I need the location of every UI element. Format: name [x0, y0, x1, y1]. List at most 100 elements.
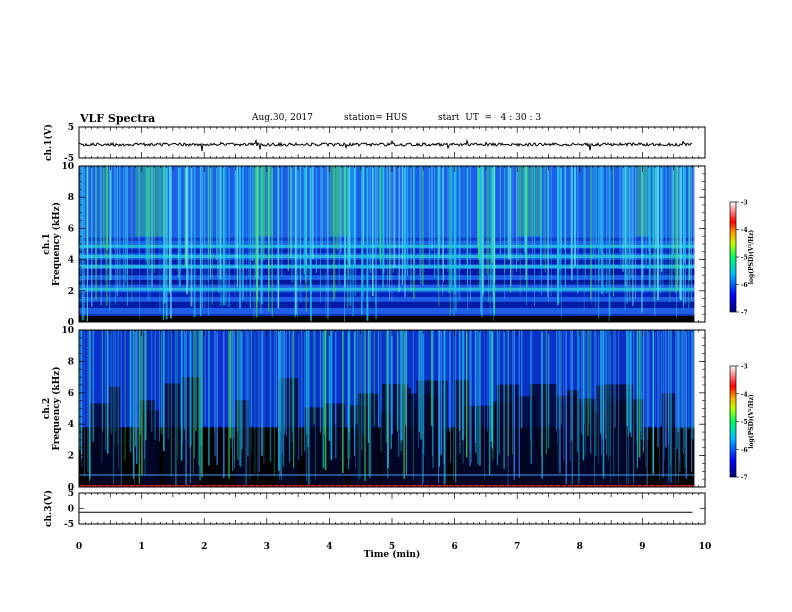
- spectrogram-1-streak: [297, 166, 299, 264]
- spectrogram-1-streak: [543, 166, 545, 261]
- spectrogram-1-streak: [619, 166, 621, 253]
- ch3-waveform-y-tick-label: 5: [68, 489, 74, 499]
- spectrogram-2-streak: [239, 330, 241, 466]
- spectrogram-1-streak: [312, 166, 314, 260]
- spectrogram-1-streak: [393, 166, 396, 268]
- spectrogram-1-streak: [490, 166, 493, 287]
- spectrogram-1-y-label-channel: ch.1: [42, 233, 52, 254]
- spectrogram-1-streak: [489, 166, 491, 315]
- spectrogram-1-streak: [428, 166, 431, 267]
- spectrogram-1-streak: [450, 166, 453, 288]
- spectrogram-2-streak: [453, 330, 454, 480]
- spectrogram-1-streak: [564, 166, 566, 250]
- spectrogram-1-streak: [590, 166, 592, 300]
- spectrogram-1-streak: [287, 166, 289, 272]
- spectrogram-1-green-patch: [329, 166, 349, 237]
- spectrogram-1-colorbar-tick-label: -5: [741, 255, 748, 262]
- spectrogram-1-streak: [440, 166, 442, 246]
- spectrogram-2-colorbar-tick-label: -3: [741, 364, 748, 371]
- spectrogram-1-streak: [139, 166, 141, 320]
- spectrogram-1-colorbar-label: log(PSD)(V²/Hz): [748, 230, 755, 285]
- spectrogram-2-streak: [355, 330, 356, 469]
- ch3-waveform-y-tick-label: 0: [68, 505, 74, 515]
- ch1-waveform-line: [78, 138, 693, 152]
- spectrogram-2-streak: [167, 330, 169, 440]
- spectrogram-2-streak: [581, 330, 583, 435]
- spectrogram-1-streak: [652, 166, 654, 247]
- spectrogram-1-streak: [257, 166, 259, 279]
- spectrogram-1-streak: [691, 166, 692, 302]
- spectrogram-1-streak: [333, 166, 334, 302]
- spectrogram-2-streak: [676, 330, 679, 450]
- spectrogram-1-streak: [583, 166, 586, 247]
- spectrogram-1-streak: [674, 166, 676, 293]
- spectrogram-2-streak: [132, 330, 134, 479]
- spectrogram-1-streak: [249, 166, 251, 308]
- spectrogram-1-streak: [463, 166, 465, 259]
- spectrogram-1-streak: [595, 166, 597, 245]
- spectrogram-2-streak: [324, 330, 327, 471]
- spectrogram-2-streak: [657, 330, 659, 448]
- spectrogram-2-streak: [469, 330, 471, 467]
- spectrogram-2-streak: [401, 330, 403, 460]
- spectrogram-2-streak: [322, 330, 325, 468]
- spectrogram-1-streak: [455, 166, 457, 246]
- spectrogram-1-streak: [671, 166, 673, 291]
- spectrogram-2-streak: [114, 330, 116, 445]
- spectrogram-1-streak: [201, 166, 204, 308]
- spectrogram-2-y-label-channel: ch.2: [42, 398, 52, 419]
- spectrogram-2-streak: [645, 330, 647, 467]
- spectrogram-1-streak: [168, 166, 170, 294]
- spectrogram-1-streak: [492, 166, 495, 303]
- spectrogram-1-streak: [512, 166, 514, 277]
- spectrogram-2-streak: [195, 330, 197, 432]
- spectrogram-2-streak: [232, 330, 234, 472]
- spectrogram-2-colorbar-tick-label: -4: [741, 391, 748, 398]
- spectrogram-1-streak: [248, 166, 250, 278]
- spectrogram-2-streak: [319, 330, 321, 433]
- spectrogram-2-streak: [101, 330, 103, 463]
- spectrogram-1-streak: [591, 166, 593, 305]
- spectrogram-1-streak: [442, 166, 444, 296]
- spectrogram-1-band: [79, 268, 695, 276]
- spectrogram-2-streak: [185, 330, 187, 439]
- spectrogram-1-streak: [401, 166, 404, 285]
- spectrogram-1-streak: [131, 166, 133, 303]
- spectrogram-1-streak: [389, 166, 392, 281]
- x-tick-label: 10: [699, 542, 712, 552]
- spectrogram-1-streak: [219, 166, 221, 246]
- spectrogram-1-streak: [95, 166, 97, 300]
- spectrogram-2-streak: [636, 330, 638, 456]
- spectrogram-1-streak: [630, 166, 632, 278]
- spectrogram-1-streak: [354, 166, 357, 249]
- spectrogram-1-streak: [631, 166, 634, 307]
- spectrogram-2-streak: [330, 330, 333, 460]
- spectrogram-1-band: [79, 292, 695, 298]
- spectrogram-2-streak: [304, 330, 306, 452]
- spectrogram-1-streak: [655, 166, 657, 250]
- spectrogram-1-streak: [190, 166, 193, 307]
- spectrogram-2-streak: [600, 330, 602, 456]
- spectrogram-1-streak: [126, 166, 128, 306]
- spectrogram-1-streak: [628, 166, 630, 280]
- spectrogram-2-streak: [84, 330, 86, 478]
- spectrogram-1-green-patch: [517, 166, 543, 237]
- start-time-label: start UT = 4 : 30 : 3: [438, 113, 542, 123]
- spectrogram-1-low-band: [79, 316, 695, 322]
- spectrogram-1-streak: [299, 166, 302, 283]
- spectrogram-1-streak: [503, 166, 506, 273]
- spectrogram-2-streak: [175, 330, 177, 487]
- spectrogram-2-streak: [367, 330, 370, 443]
- spectrogram-2-streak: [284, 330, 286, 430]
- spectrogram-2-streak: [198, 330, 200, 466]
- spectrogram-1-streak: [437, 166, 439, 287]
- spectrogram-2-streak: [138, 330, 141, 485]
- spectrogram-1-streak: [98, 166, 100, 254]
- spectrogram-1-streak: [271, 166, 273, 317]
- spectrogram-1-streak: [343, 166, 346, 288]
- spectrogram-2-streak: [547, 330, 550, 449]
- spectrogram-1-streak: [648, 166, 651, 288]
- spectrogram-1-streak: [491, 166, 493, 264]
- spectrogram-1-streak: [389, 166, 391, 300]
- spectrogram-2-streak: [247, 330, 249, 457]
